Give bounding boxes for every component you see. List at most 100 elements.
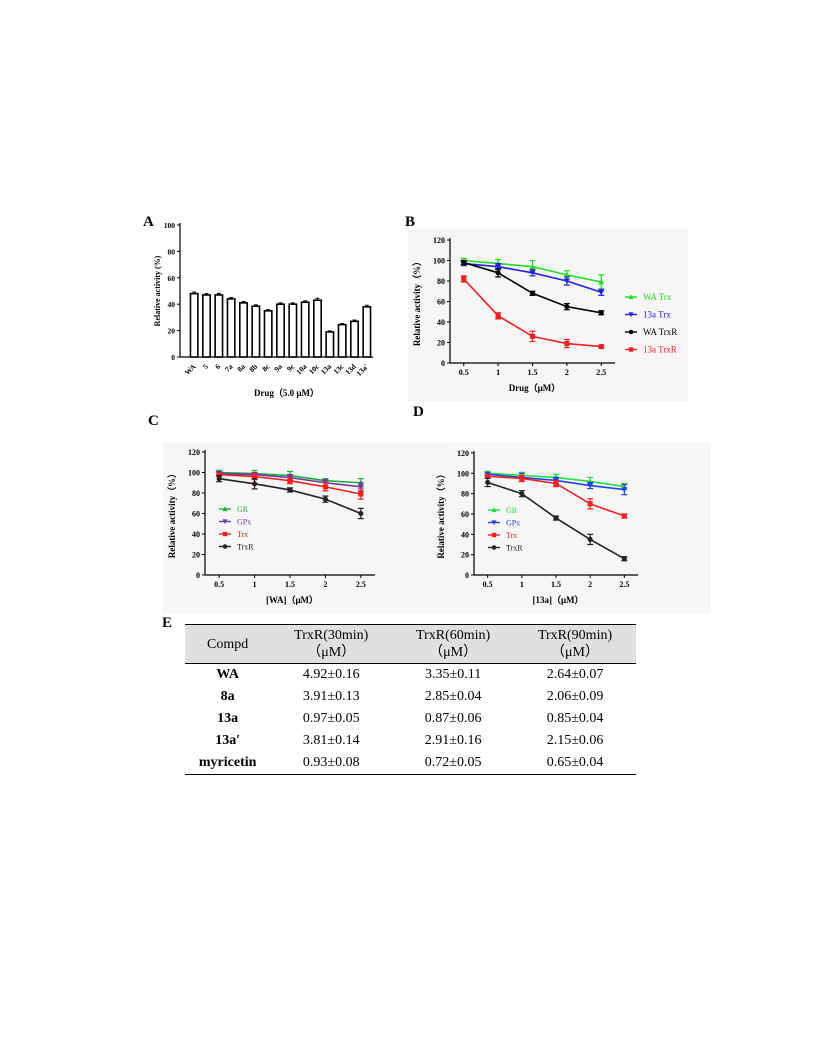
x-tick-label: 2	[588, 580, 592, 589]
data-point	[621, 556, 627, 562]
y-tick-label: 60	[437, 298, 445, 307]
x-tick-label: 7a	[223, 362, 235, 374]
data-point	[216, 472, 222, 478]
y-tick-label: 20	[437, 339, 445, 348]
y-tick-label: 0	[465, 571, 469, 580]
ic50-table: Compd TrxR(30min) （μM） TrxR(60min) （μM） Tr…	[185, 624, 636, 775]
y-tick-label: 0	[441, 359, 445, 368]
data-point	[485, 473, 491, 479]
bar	[251, 305, 261, 358]
bar	[275, 303, 285, 358]
data-point	[358, 491, 364, 497]
legend-marker	[222, 506, 228, 512]
table-cell: 3.91±0.13	[302, 689, 360, 704]
table-header-compd: Compd	[185, 624, 271, 664]
x-tick-label: 8b	[247, 362, 259, 374]
bar	[349, 320, 359, 358]
y-tick-label: 100	[457, 469, 469, 478]
data-point	[553, 515, 559, 521]
table-cell-compd: 13a	[217, 711, 239, 726]
header-30min-label: TrxR(30min)	[294, 628, 369, 643]
data-point	[598, 289, 605, 296]
data-point	[495, 270, 501, 276]
x-tick-label: 9a	[272, 362, 284, 374]
x-tick-label: 2	[565, 368, 569, 377]
chart-d: 0 20 40 60 80 100 120 0.5 1 1.5 2 2.5 GR GPx Trx TrxR Re…	[432, 443, 711, 613]
table-cell: 3.81±0.14	[302, 733, 360, 748]
y-tick-label: 40	[192, 530, 200, 539]
table-cell: 3.35±0.11	[425, 667, 482, 682]
legend-marker	[628, 294, 634, 300]
data-point	[287, 487, 293, 493]
data-point	[598, 279, 605, 285]
table-cell: 0.65±0.04	[514, 752, 636, 775]
y-tick-label: 40	[437, 318, 445, 327]
table-cell: 0.97±0.05	[302, 711, 360, 726]
header-30min-unit: （μM）	[307, 645, 356, 660]
panel-letter-c: C	[148, 413, 159, 429]
table-row: 13a′ 3.81±0.14 2.91±0.16 2.15±0.06	[185, 730, 636, 752]
x-tick-label: 1	[253, 580, 257, 589]
legend-marker	[222, 544, 228, 549]
table-cell: 4.92±0.16	[302, 667, 360, 682]
data-point	[553, 480, 559, 487]
y-tick-label: 0	[196, 571, 200, 580]
legend-label: TrxR	[237, 543, 254, 552]
bar	[214, 294, 224, 358]
header-90min-unit: （μM）	[551, 645, 600, 660]
x-tick-label: 1.5	[285, 580, 295, 589]
x-tick-label: 0.5	[483, 580, 493, 589]
header-compd-label: Compd	[207, 636, 249, 652]
table-header-60min: TrxR(60min) （μM）	[392, 624, 515, 664]
table-header-30min: TrxR(30min) （μM）	[270, 624, 393, 664]
legend-marker	[491, 545, 497, 550]
header-90min-label: TrxR(90min)	[537, 628, 613, 643]
x-axis-label: [13a]（μM）	[532, 595, 583, 605]
table-header-row: Compd TrxR(30min) （μM） TrxR(60min) （μM） Tr…	[185, 624, 636, 664]
legend-marker	[491, 507, 497, 513]
x-tick-label: 1	[520, 580, 524, 589]
x-tick-label: 0.5	[214, 580, 224, 589]
panel-letter-d: D	[413, 404, 424, 420]
data-point	[358, 510, 364, 517]
x-tick-label: 1	[496, 368, 500, 377]
bar	[312, 299, 322, 358]
x-axis-label: Drug（5.0 μM）	[254, 388, 319, 398]
bar	[226, 298, 236, 358]
x-tick-label: 2.5	[619, 580, 629, 589]
y-tick-label: 80	[437, 277, 445, 286]
table-cell-compd: myricetin	[185, 752, 271, 775]
legend-marker	[491, 520, 497, 526]
data-point	[519, 475, 525, 481]
table-cell: 0.93±0.08	[270, 752, 393, 775]
data-point	[216, 476, 222, 482]
bar	[202, 294, 212, 358]
legend-marker	[628, 312, 634, 318]
y-axis-label: Relative activity（%）	[412, 257, 422, 346]
data-point	[563, 278, 570, 284]
x-tick-label: 2.5	[356, 580, 366, 589]
chart-c: 0 20 40 60 80 100 120 0.5 1 1.5 2 2.5 GR GPx Trx TrxR Re…	[163, 442, 448, 613]
legend-marker	[628, 329, 634, 335]
y-tick-label: 60	[192, 510, 200, 519]
header-60min-label: TrxR(60min)	[416, 628, 491, 643]
data-point	[598, 310, 604, 316]
data-point	[529, 290, 536, 296]
chart-b: 0 20 40 60 80 100 120 0.5 1 1.5 2 2.5 WA Trx 13a Trx W…	[408, 230, 688, 401]
table-row: WA 4.92±0.16 3.35±0.11 2.64±0.07	[185, 664, 636, 687]
data-point	[287, 478, 293, 484]
panel-letter-e: E	[162, 615, 173, 631]
chart-background	[163, 442, 448, 613]
legend-label: GPx	[237, 518, 251, 527]
data-point	[322, 484, 328, 490]
header-60min-unit: （μM）	[429, 645, 478, 660]
legend-marker	[491, 532, 497, 538]
x-tick-label: 13a'	[354, 362, 370, 378]
table-row: 8a 3.91±0.13 2.85±0.04 2.06±0.09	[185, 686, 636, 708]
legend-label: TrxR	[506, 544, 523, 553]
table-cell: 0.72±0.05	[392, 752, 515, 775]
table-row: myricetin 0.93±0.08 0.72±0.05 0.65±0.04	[185, 752, 636, 775]
legend-label: WA Trx	[643, 292, 672, 302]
y-tick-label: 80	[461, 490, 469, 499]
